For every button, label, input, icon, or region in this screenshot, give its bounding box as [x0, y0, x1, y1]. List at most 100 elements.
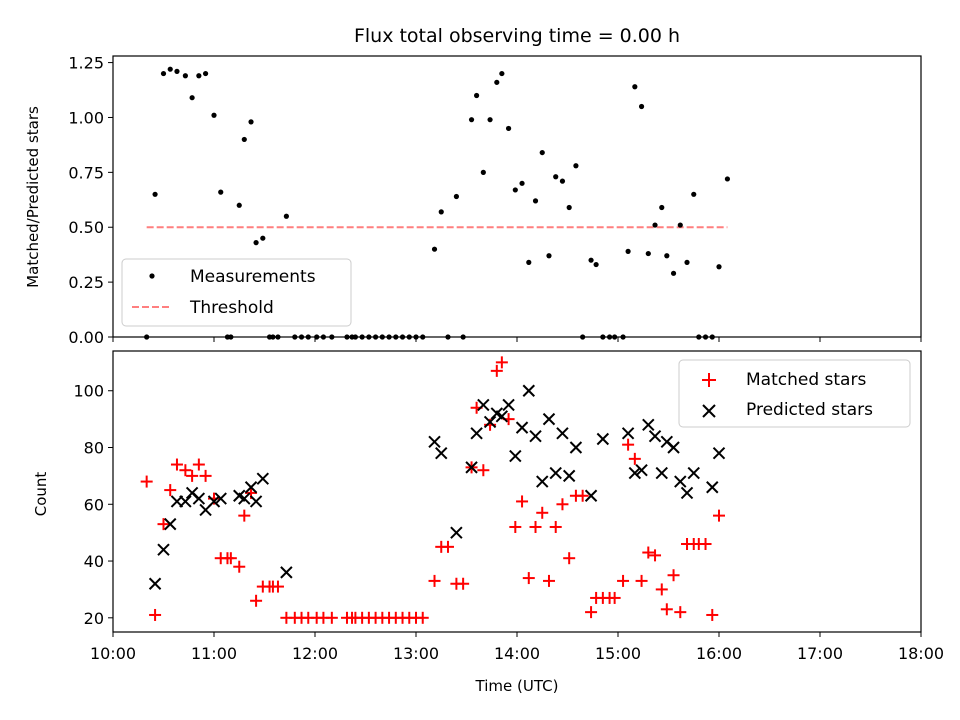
matched-star-point	[140, 475, 153, 488]
measurement-point	[218, 189, 224, 195]
x-tick-label: 13:00	[393, 644, 439, 663]
matched-star-point	[516, 495, 529, 508]
measurement-point	[189, 95, 195, 101]
matched-star-point	[536, 506, 549, 519]
matched-star-point	[490, 364, 503, 377]
measurement-point	[211, 112, 217, 118]
bottom-y-ticks: 20 40 60 80 100	[73, 382, 113, 628]
predicted-star-point	[179, 495, 192, 508]
measurement-point	[167, 66, 173, 72]
top-legend-box	[121, 258, 352, 327]
bottom-legend: Matched stars Predicted stars	[678, 359, 911, 428]
matched-star-point	[585, 606, 598, 619]
bottom-legend-box	[678, 359, 911, 428]
measurement-point	[546, 253, 552, 259]
x-tick-label: 17:00	[797, 644, 843, 663]
matched-star-point	[617, 574, 630, 587]
measurement-point	[438, 209, 444, 215]
bottom-axes-frame	[112, 350, 922, 633]
predicted-star-point	[536, 475, 549, 488]
measurement-point	[174, 68, 180, 74]
matched-star-point	[441, 540, 454, 553]
predicted-star-point	[584, 489, 598, 502]
measurement-point	[431, 246, 438, 252]
bottom-xlabel: Time (UTC)	[475, 677, 559, 695]
predicted-star-point	[164, 517, 177, 531]
measurement-point	[202, 70, 209, 77]
matched-star-point	[416, 611, 429, 624]
top-data-marks	[144, 66, 731, 340]
y-tick-label: 80	[84, 439, 104, 458]
predicted-star-point	[596, 432, 610, 446]
matched-star-point	[542, 574, 555, 587]
measurement-point	[487, 117, 493, 123]
matched-star-point	[608, 591, 621, 604]
legend-x-marker	[702, 404, 716, 418]
measurement-point	[566, 204, 572, 211]
matched-star-point	[635, 574, 648, 587]
predicted-star-point	[542, 412, 556, 426]
matched-star-point	[556, 498, 569, 511]
predicted-star-point	[280, 566, 293, 579]
matched-star-point	[238, 509, 251, 522]
y-tick-label: 1.25	[68, 54, 104, 73]
matched-star-point	[495, 356, 508, 369]
predicted-star-point	[655, 466, 668, 480]
measurement-point	[588, 257, 594, 263]
matched-star-point	[164, 484, 177, 497]
measurement-point	[236, 202, 242, 208]
predicted-star-point	[207, 495, 221, 508]
measurement-point	[196, 73, 202, 79]
matched-star-point	[649, 549, 662, 562]
x-tick-label: 16:00	[696, 644, 742, 663]
matched-star-point	[192, 458, 205, 471]
predicted-star-point	[522, 384, 535, 397]
predicted-star-point	[529, 429, 542, 443]
matched-star-point	[628, 452, 641, 465]
measurement-point	[652, 222, 658, 228]
measurement-point	[593, 261, 599, 268]
predicted-star-point	[249, 495, 263, 508]
matched-star-point	[477, 464, 490, 477]
measurement-point	[659, 204, 665, 211]
matched-star-point	[576, 489, 589, 502]
matched-star-point	[674, 606, 687, 619]
measurement-point	[468, 117, 475, 123]
matched-star-point	[529, 520, 542, 533]
matched-star-point	[522, 572, 535, 585]
x-tick-label: 14:00	[494, 644, 540, 663]
measurement-point	[664, 253, 670, 259]
matched-star-point	[199, 469, 212, 482]
top-y-ticks: 0.00 0.25 0.50 0.75 1.00 1.25	[68, 54, 113, 347]
legend-plus-marker	[702, 373, 716, 387]
x-tick-label: 18:00	[898, 644, 944, 663]
predicted-star-point	[450, 526, 463, 539]
predicted-star-point	[477, 398, 490, 412]
measurement-point	[160, 70, 167, 77]
predicted-star-point	[502, 398, 515, 412]
measurement-point	[283, 213, 289, 219]
matched-star-point	[250, 594, 263, 607]
bottom-data-marks	[140, 356, 726, 624]
matched-star-point	[428, 574, 441, 587]
predicted-star-point	[483, 415, 497, 429]
matched-star-point	[667, 569, 680, 582]
predicted-star-point	[214, 492, 227, 505]
y-tick-label: 0.00	[68, 328, 104, 347]
predicted-star-point	[238, 492, 251, 505]
measurement-point	[638, 103, 645, 110]
x-tick-label: 11:00	[191, 644, 237, 663]
predicted-star-point	[556, 427, 569, 440]
matched-star-point	[655, 583, 668, 596]
measurement-point	[248, 119, 254, 125]
legend-label-threshold: Threshold	[189, 298, 274, 318]
predicted-star-point	[621, 427, 635, 440]
matched-star-point	[642, 546, 655, 559]
y-tick-label: 20	[84, 609, 104, 628]
matched-star-point	[149, 608, 162, 621]
predicted-star-point	[428, 435, 441, 449]
matched-star-point	[706, 608, 719, 621]
bottom-x-ticks: 10:00 11:00 12:00 13:00 14:00 15:00 16:00 17:00…	[90, 632, 944, 663]
